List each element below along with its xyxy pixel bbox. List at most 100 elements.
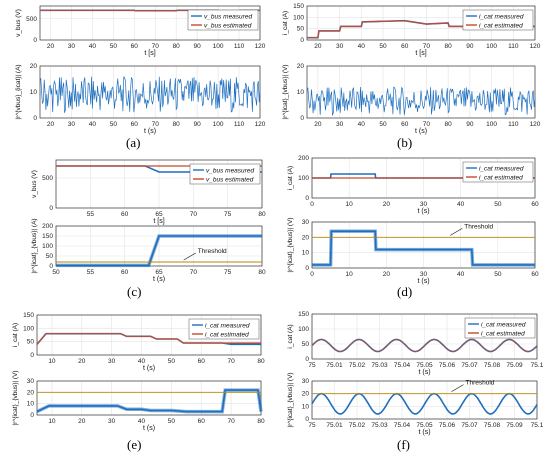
d_top-xtick: 10: [346, 201, 354, 208]
c_top-xlabel: t [s]: [153, 218, 164, 225]
f_top-xtick: 75: [308, 362, 316, 369]
e_top-ytick: 100: [23, 325, 34, 332]
c_top-xtick: 70: [190, 211, 198, 218]
d_bot-annotation: Threshold: [464, 223, 493, 230]
a_top-legend-label: v_bus estimated: [204, 23, 252, 30]
c_top-xtick: 75: [224, 211, 232, 218]
a_bot-xtick: 20: [47, 121, 55, 128]
c_bot-ylabel: |r^{icat}_{vbus}| (A): [31, 218, 38, 273]
panel-label-a: (a): [126, 135, 141, 150]
f_top-ytick: 100: [298, 326, 309, 333]
e_top-xtick: 40: [138, 358, 146, 365]
a_top-axes-box: [39, 5, 261, 41]
b_bot-xtick: 20: [314, 121, 322, 128]
c_top-xtick: 55: [87, 211, 95, 218]
a_bot-xlabel: t (s): [144, 128, 156, 135]
b_top-xtick: 100: [486, 43, 497, 50]
a_top-xtick: 40: [89, 43, 97, 50]
e_top-ylabel: i_cat (A): [12, 323, 19, 347]
e_top-ytick: 50: [27, 339, 35, 346]
a_top-legend: [187, 9, 259, 31]
b_bot-xtick: 120: [530, 121, 541, 128]
c_bot-xtick: 50: [52, 269, 60, 276]
e_bot-xtick: 70: [228, 418, 236, 425]
d_top-ytick: 200: [298, 155, 309, 162]
b_top-ytick: 0: [300, 37, 304, 44]
f_bot-xlabel: t (s): [418, 429, 430, 436]
c_top-ylabel: v_bus (V): [31, 170, 38, 198]
c_bot-ytick: 50: [46, 253, 54, 260]
e_top-legend-label: i_cat measured: [205, 323, 250, 330]
c_top-legend: [189, 163, 261, 185]
b_bot-xlabel: t (s): [415, 128, 427, 135]
f_top-ylabel: i_cat (A): [287, 324, 294, 348]
b_top-xtick: 40: [358, 43, 366, 50]
b_top-xtick: 80: [445, 43, 453, 50]
b_top-xtick: 60: [401, 43, 409, 50]
a_bot-xtick: 80: [173, 121, 181, 128]
e_top-legend-label: i_cat estimated: [205, 332, 249, 339]
b_top-xtick: 90: [466, 43, 474, 50]
d_bot-xtick: 20: [383, 271, 391, 278]
e_bot-xtick: 20: [78, 418, 86, 425]
f_top-xtick: 75.1: [531, 362, 544, 369]
a_bot-xtick: 50: [110, 121, 118, 128]
e_bot-ytick: 30: [27, 378, 35, 385]
e_top-ytick: 0: [30, 352, 34, 359]
a_bot-ytick: 10: [30, 89, 38, 96]
f_bot-xtick: 75: [308, 422, 316, 429]
f_bot-xtick: 75.08: [484, 422, 501, 429]
a_bot-ytick: 20: [30, 63, 38, 70]
d_top-ylabel: i_cat (A): [287, 166, 294, 190]
a_bot-xtick: 30: [68, 121, 76, 128]
b_bot-series-0: [306, 86, 536, 116]
b_top-xtick: 110: [508, 43, 519, 50]
b_bot-ylabel: |r^{icat}_{vbus}| (V): [282, 64, 289, 119]
b_top-ytick: 150: [293, 3, 304, 10]
e_bot-xtick: 10: [48, 418, 56, 425]
a_bot-xtick: 40: [89, 121, 97, 128]
b_bot-ytick: 0: [300, 115, 304, 122]
e_top-axes-box: [36, 314, 262, 356]
c_bot-xtick: 55: [87, 269, 95, 276]
e_bot-xtick: 80: [257, 418, 265, 425]
c_top-legend-label: v_bus measured: [206, 168, 254, 175]
c_bot-annotation-arrow: [183, 252, 196, 261]
b_bot-xtick: 30: [336, 121, 344, 128]
f_bot-ylabel: |r^{icat}_{vbus}| (V): [287, 372, 294, 427]
b_top-xlabel: t [s]: [415, 50, 426, 57]
a_top-xtick: 120: [255, 43, 266, 50]
e_bot-xtick: 40: [138, 418, 146, 425]
f_top-legend-label: i_cat measured: [481, 322, 526, 329]
a_bot-xtick: 100: [213, 121, 224, 128]
d_bot-xtick: 30: [420, 271, 428, 278]
d_bot-xtick: 0: [310, 271, 314, 278]
b_bot-xtick: 40: [358, 121, 366, 128]
d_top-ytick: 100: [298, 175, 309, 182]
panel-label-f: (f): [397, 437, 410, 452]
f_top-xtick: 75.03: [371, 362, 388, 369]
a_top-ylabel: v_bus (V): [15, 9, 22, 37]
c_bot-xtick: 80: [258, 269, 266, 276]
a_top-xtick: 70: [152, 43, 160, 50]
b_bot-xtick: 110: [508, 121, 519, 128]
a_top-xtick: 30: [68, 43, 76, 50]
f_bot-xtick: 75.09: [506, 422, 523, 429]
d_top-xlabel: t (s): [417, 208, 429, 215]
d_top-xtick: 30: [420, 201, 428, 208]
d_bot-xlabel: t (s): [417, 278, 429, 285]
e_bot-ytick: 20: [27, 389, 35, 396]
d_bot-ytick: 0: [305, 265, 309, 272]
e_top-xtick: 60: [198, 358, 206, 365]
e_top-xlabel: t (s): [143, 365, 155, 372]
panel-label-e: (e): [127, 437, 142, 452]
f_bot-xtick: 75.03: [371, 422, 388, 429]
f_top-legend: [464, 317, 536, 339]
b_top-xtick: 70: [423, 43, 431, 50]
a_bot-xtick: 60: [131, 121, 139, 128]
e_bot-ytick: 0: [30, 412, 34, 419]
e_top-ytick: 150: [23, 312, 34, 319]
d_bot-xtick: 50: [494, 271, 502, 278]
e_top-xtick: 80: [257, 358, 265, 365]
